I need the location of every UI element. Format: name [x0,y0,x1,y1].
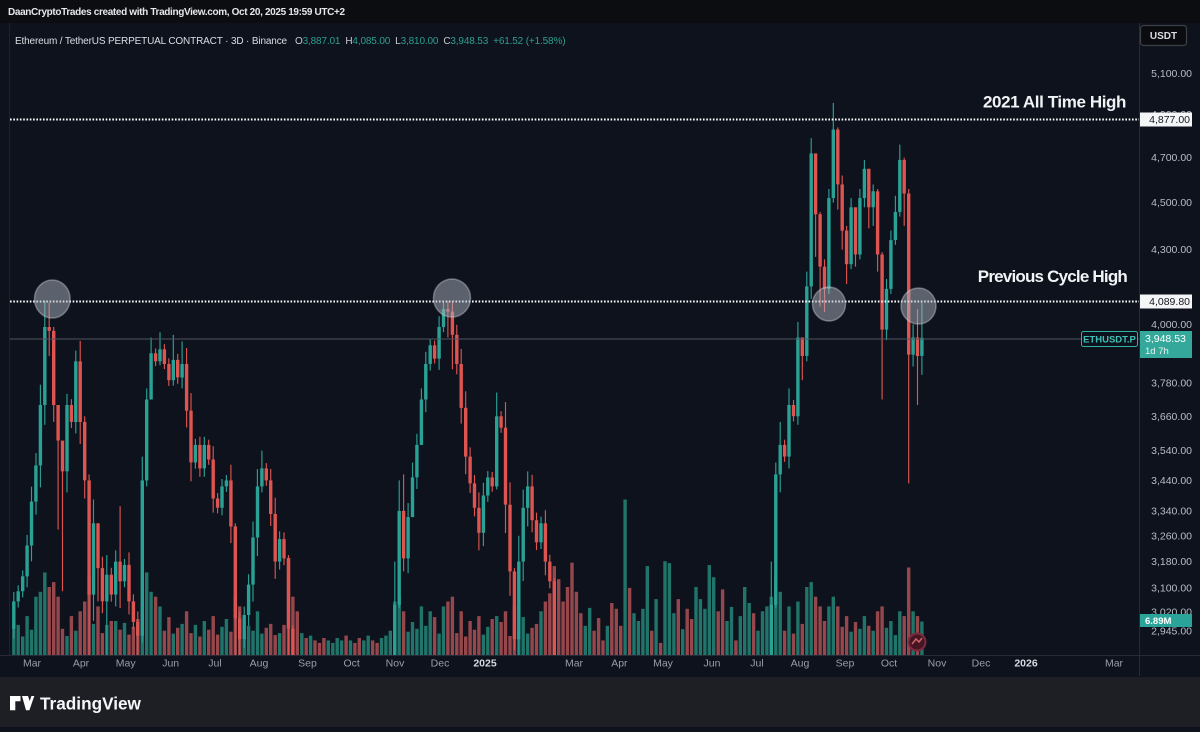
svg-text:3,180.00: 3,180.00 [1151,556,1192,568]
svg-text:3,948.53: 3,948.53 [1145,333,1186,345]
svg-text:Mar: Mar [1105,658,1124,670]
svg-text:Jun: Jun [162,658,179,670]
svg-text:Mar: Mar [23,658,42,670]
svg-text:4,500.00: 4,500.00 [1151,197,1192,209]
svg-text:Aug: Aug [791,658,810,670]
svg-text:Apr: Apr [611,658,628,670]
svg-text:Previous Cycle High: Previous Cycle High [978,267,1128,286]
svg-text:Jul: Jul [208,658,221,670]
svg-text:4,877.00: 4,877.00 [1149,114,1190,126]
svg-text:3,260.00: 3,260.00 [1151,530,1192,542]
svg-text:3,100.00: 3,100.00 [1151,582,1192,594]
svg-text:1d 7h: 1d 7h [1145,346,1169,357]
svg-text:Aug: Aug [250,658,269,670]
svg-text:2,945.00: 2,945.00 [1151,626,1192,638]
svg-text:TradingView: TradingView [40,694,142,714]
svg-text:Oct: Oct [881,658,897,670]
svg-text:4,000.00: 4,000.00 [1151,319,1192,331]
svg-text:3,440.00: 3,440.00 [1151,475,1192,487]
svg-text:Nov: Nov [386,658,405,670]
svg-text:Jul: Jul [750,658,763,670]
svg-text:Jun: Jun [704,658,721,670]
svg-text:5,100.00: 5,100.00 [1151,68,1192,80]
svg-text:3,780.00: 3,780.00 [1151,377,1192,389]
svg-text:3,540.00: 3,540.00 [1151,445,1192,457]
svg-text:2025: 2025 [473,658,497,670]
svg-text:Dec: Dec [972,658,991,670]
svg-text:DaanCryptoTrades created with: DaanCryptoTrades created with TradingVie… [8,7,345,18]
svg-text:May: May [116,658,137,670]
svg-text:USDT: USDT [1150,31,1177,42]
svg-text:6.89M: 6.89M [1145,616,1171,627]
svg-text:Sep: Sep [298,658,317,670]
svg-text:Sep: Sep [836,658,855,670]
svg-text:4,300.00: 4,300.00 [1151,244,1192,256]
svg-text:4,700.00: 4,700.00 [1151,152,1192,164]
svg-text:3,340.00: 3,340.00 [1151,505,1192,517]
svg-text:2026: 2026 [1014,658,1038,670]
svg-text:2021 All Time High: 2021 All Time High [983,93,1126,112]
svg-text:May: May [653,658,674,670]
svg-text:Mar: Mar [565,658,584,670]
svg-text:Nov: Nov [928,658,947,670]
svg-text:Apr: Apr [73,658,90,670]
svg-text:Oct: Oct [344,658,360,670]
svg-text:3,660.00: 3,660.00 [1151,411,1192,423]
svg-text:Dec: Dec [431,658,450,670]
svg-text:ETHUSDT.P: ETHUSDT.P [1083,335,1136,346]
svg-text:4,089.80: 4,089.80 [1149,296,1190,308]
